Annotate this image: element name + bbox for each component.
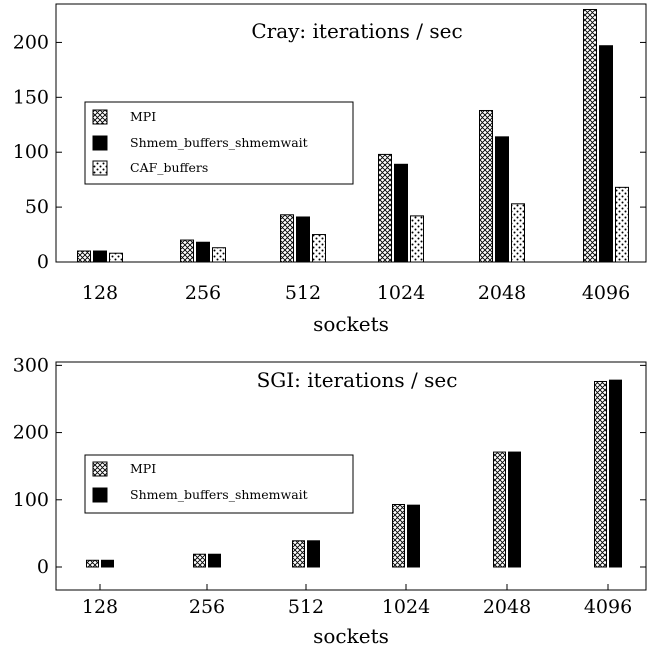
chart-title: SGI: iterations / sec	[257, 368, 458, 392]
bar-shmem-buffers-shmemwait-128	[101, 559, 114, 568]
y-tick-label: 100	[13, 141, 49, 163]
y-axis: 0 50 100 150 200	[13, 31, 646, 273]
legend-swatch-shmem	[92, 135, 108, 151]
legend-label-shmem: Shmem_buffers_shmemwait	[130, 135, 308, 150]
bar-mpi-128	[86, 559, 99, 568]
x-axis: 128 256 512 1024 2048 4096	[82, 256, 630, 304]
bar-mpi-1024	[392, 503, 405, 568]
y-axis: 0 100 200 300	[13, 354, 646, 578]
bars	[86, 379, 622, 568]
x-tick-label: 4096	[584, 596, 632, 618]
legend-label-caf: CAF_buffers	[130, 160, 208, 175]
chart-cray: Cray: iterations / sec 0 50 100 150 200 128 2…	[13, 3, 647, 336]
plot-frame	[55, 3, 647, 263]
bar-shmem-buffers-shmemwait-2048	[508, 451, 521, 568]
bar-shmem-buffers-shmemwait-4096	[609, 379, 622, 568]
y-tick-label: 200	[13, 422, 49, 444]
bar-shmem-buffers-shmemwait-2048	[495, 136, 509, 263]
x-tick-label: 128	[82, 596, 118, 618]
x-tick-label: 512	[285, 282, 321, 304]
x-axis-title: sockets	[313, 624, 389, 648]
bar-mpi-256	[180, 239, 194, 263]
bar-shmem-buffers-shmemwait-256	[208, 553, 221, 568]
x-tick-label: 4096	[582, 282, 630, 304]
x-tick-label: 2048	[478, 282, 526, 304]
legend: MPI Shmem_buffers_shmemwait CAF_buffers	[84, 101, 354, 185]
bar-mpi-512	[292, 540, 305, 568]
x-tick-label: 1024	[377, 282, 425, 304]
bar-shmem-buffers-shmemwait-1024	[407, 504, 420, 568]
y-tick-label: 300	[13, 354, 49, 376]
legend-swatch-caf	[92, 160, 108, 176]
y-tick-label: 150	[13, 86, 49, 108]
chart-title: Cray: iterations / sec	[251, 19, 462, 43]
bar-caf-buffers-128	[109, 252, 123, 263]
bar-mpi-2048	[493, 451, 506, 568]
bar-caf-buffers-512	[312, 234, 326, 263]
x-tick-label: 1024	[382, 596, 430, 618]
legend-swatch-mpi	[92, 461, 108, 477]
legend-label-mpi: MPI	[130, 109, 156, 124]
bar-shmem-buffers-shmemwait-4096	[599, 45, 613, 263]
bar-caf-buffers-1024	[410, 215, 424, 263]
bar-caf-buffers-4096	[615, 186, 629, 263]
bar-mpi-256	[193, 553, 206, 568]
chart-sgi: SGI: iterations / sec 0 100 200 300 128 256 5…	[13, 354, 647, 648]
x-tick-label: 512	[288, 596, 324, 618]
bar-shmem-buffers-shmemwait-1024	[394, 163, 408, 263]
bar-caf-buffers-256	[212, 247, 226, 263]
bars	[77, 8, 629, 263]
x-tick-label: 256	[189, 596, 225, 618]
bar-mpi-128	[77, 250, 91, 263]
legend-label-shmem: Shmem_buffers_shmemwait	[130, 487, 308, 502]
bar-mpi-2048	[479, 109, 493, 263]
legend-box	[84, 454, 354, 514]
plot-frame	[55, 361, 647, 591]
y-tick-label: 0	[37, 556, 49, 578]
x-tick-label: 2048	[483, 596, 531, 618]
bar-caf-buffers-2048	[511, 203, 525, 263]
y-tick-label: 50	[25, 196, 49, 218]
x-axis-title: sockets	[313, 312, 389, 336]
x-tick-label: 256	[185, 282, 221, 304]
y-tick-label: 200	[13, 31, 49, 53]
bar-mpi-512	[280, 214, 294, 263]
y-tick-label: 100	[13, 489, 49, 511]
bar-shmem-buffers-shmemwait-256	[196, 241, 210, 263]
legend: MPI Shmem_buffers_shmemwait	[84, 454, 354, 514]
bar-mpi-4096	[594, 380, 607, 568]
legend-swatch-shmem	[92, 487, 108, 503]
y-tick-label: 0	[37, 251, 49, 273]
bar-mpi-4096	[583, 8, 597, 263]
legend-swatch-mpi	[92, 109, 108, 125]
bar-mpi-1024	[378, 153, 392, 263]
legend-label-mpi: MPI	[130, 461, 156, 476]
bar-shmem-buffers-shmemwait-128	[93, 250, 107, 263]
legend-box	[84, 101, 354, 185]
x-tick-label: 128	[82, 282, 118, 304]
x-axis: 128 256 512 1024 2048 4096	[82, 584, 632, 618]
bar-shmem-buffers-shmemwait-512	[296, 216, 310, 263]
bar-shmem-buffers-shmemwait-512	[307, 540, 320, 568]
